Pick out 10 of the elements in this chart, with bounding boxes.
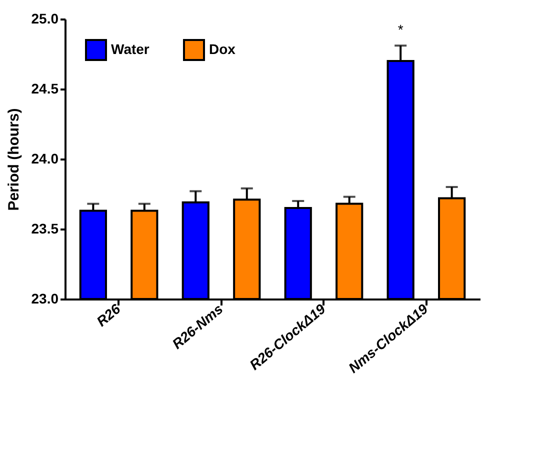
y-tick-label: 23.5 [31, 220, 59, 236]
legend-label: Water [111, 41, 150, 57]
y-tick-label: 24.5 [31, 80, 59, 96]
x-tick-label: R26 [93, 300, 124, 330]
annotation: * [398, 22, 404, 38]
y-tick-label: 23.0 [31, 290, 59, 306]
legend-label: Dox [209, 41, 236, 57]
y-axis-title: Period (hours) [5, 108, 22, 211]
y-tick-label: 25.0 [31, 10, 59, 26]
y-tick-label: 24.0 [31, 150, 59, 166]
